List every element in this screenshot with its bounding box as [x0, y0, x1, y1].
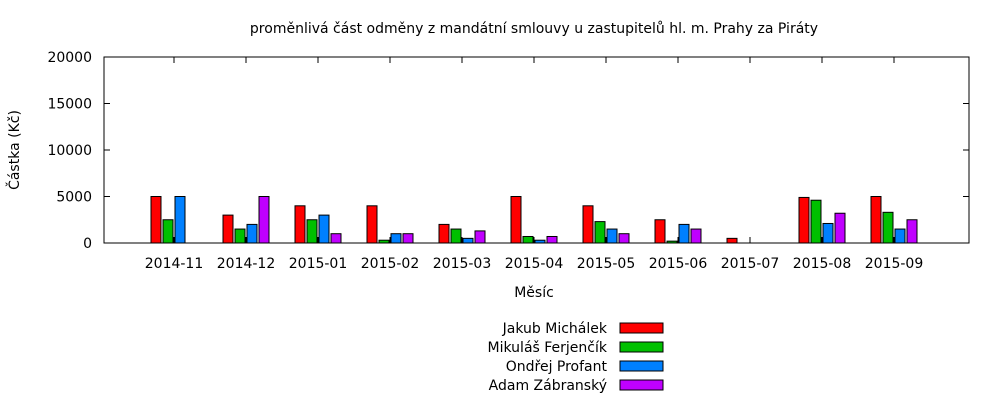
bar-adam-z-bransk--2014-12: [258, 196, 270, 244]
bar-adam-z-bransk--2015-02: [402, 233, 414, 244]
bar-jakub-mich-lek-2014-12: [222, 214, 234, 244]
bar-adam-z-bransk--2015-08: [834, 212, 846, 244]
x-tick-label: 2015-01: [289, 256, 348, 272]
bar-jakub-mich-lek-2015-07: [726, 237, 738, 244]
chart-title: proměnlivá část odměny z mandátní smlouv…: [250, 21, 818, 37]
x-tick-label: 2015-06: [649, 256, 708, 272]
bar-mikul-ferjen-k-2015-09: [882, 211, 894, 244]
bar-jakub-mich-lek-2015-06: [654, 219, 666, 244]
bar-ond-ej-profant-2015-03: [462, 237, 474, 244]
x-tick-label: 2014-11: [145, 256, 204, 272]
x-axis: 2014-11 2014-12 2015-01 2015-02 2015-03 2015-…: [145, 57, 924, 272]
legend: Jakub Michálek Mikuláš Ferjenčík Ondřej Pr…: [488, 321, 664, 394]
bar-jakub-mich-lek-2015-03: [438, 223, 450, 244]
bar-ond-ej-profant-2015-02: [390, 233, 402, 244]
legend-label: Jakub Michálek: [502, 321, 608, 337]
bar-jakub-mich-lek-2015-05: [582, 205, 594, 244]
y-axis-label: Částka (Kč): [5, 110, 23, 190]
y-tick-label: 0: [83, 236, 92, 252]
y-tick-label: 20000: [47, 50, 92, 66]
bar-mikul-ferjen-k-2015-03: [450, 228, 462, 244]
y-tick-label: 10000: [47, 143, 92, 159]
legend-swatch: [619, 379, 664, 391]
bar-ond-ej-profant-2015-04: [534, 239, 546, 244]
bar-jakub-mich-lek-2015-09: [870, 196, 882, 244]
bar-adam-z-bransk--2015-05: [618, 233, 630, 244]
bar-mikul-ferjen-k-2015-02: [378, 239, 390, 244]
y-tick-label: 15000: [47, 97, 92, 113]
bar-ond-ej-profant-2015-06: [678, 223, 690, 244]
x-tick-label: 2015-02: [361, 256, 420, 272]
bar-mikul-ferjen-k-2014-11: [162, 219, 174, 244]
legend-swatch: [619, 322, 664, 334]
bar-jakub-mich-lek-2015-04: [510, 196, 522, 244]
bars: [150, 196, 918, 244]
x-tick-label: 2015-04: [505, 256, 564, 272]
bar-ond-ej-profant-2015-05: [606, 228, 618, 244]
bar-ond-ej-profant-2014-11: [174, 196, 186, 244]
bar-adam-z-bransk--2015-04: [546, 235, 558, 244]
bar-mikul-ferjen-k-2015-01: [306, 219, 318, 244]
bar-jakub-mich-lek-2014-11: [150, 196, 162, 244]
bar-mikul-ferjen-k-2014-12: [234, 228, 246, 244]
y-axis: 0 5000 10000 15000 20000: [47, 50, 969, 252]
bar-adam-z-bransk--2015-09: [906, 219, 918, 244]
bar-ond-ej-profant-2014-12: [246, 223, 258, 244]
bar-jakub-mich-lek-2015-08: [798, 196, 810, 244]
x-tick-label: 2015-05: [577, 256, 636, 272]
bar-mikul-ferjen-k-2015-08: [810, 199, 822, 244]
bar-jakub-mich-lek-2015-01: [294, 205, 306, 244]
x-axis-label: Měsíc: [514, 285, 554, 301]
legend-label: Mikuláš Ferjenčík: [488, 340, 608, 356]
legend-label: Ondřej Profant: [506, 359, 608, 375]
bar-jakub-mich-lek-2015-02: [366, 205, 378, 244]
bar-ond-ej-profant-2015-01: [318, 214, 330, 244]
bar-adam-z-bransk--2015-03: [474, 230, 486, 244]
y-tick-label: 5000: [56, 190, 92, 206]
bar-mikul-ferjen-k-2015-04: [522, 235, 534, 244]
x-tick-label: 2015-08: [793, 256, 852, 272]
bar-adam-z-bransk--2015-01: [330, 233, 342, 244]
x-tick-label: 2015-09: [865, 256, 924, 272]
x-tick-label: 2015-03: [433, 256, 492, 272]
x-tick-label: 2014-12: [217, 256, 276, 272]
legend-swatch: [619, 360, 664, 372]
bar-ond-ej-profant-2015-09: [894, 228, 906, 244]
legend-label: Adam Zábranský: [489, 378, 607, 394]
bar-ond-ej-profant-2015-08: [822, 222, 834, 244]
legend-swatch: [619, 341, 664, 353]
x-tick-label: 2015-07: [721, 256, 780, 272]
bar-adam-z-bransk--2015-06: [690, 228, 702, 244]
bar-mikul-ferjen-k-2015-06: [666, 240, 678, 244]
bar-mikul-ferjen-k-2015-05: [594, 221, 606, 244]
